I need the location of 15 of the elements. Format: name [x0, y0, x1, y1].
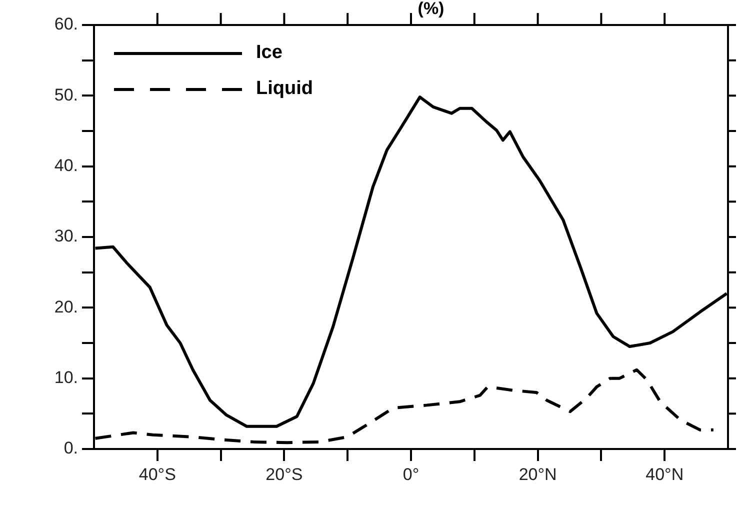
- y-tick-label: 60.: [54, 14, 78, 34]
- x-tick-label: 20°S: [266, 464, 303, 484]
- y-tick-label: 50.: [54, 85, 78, 104]
- y-tick-label: 10.: [54, 368, 78, 388]
- legend-label: Ice: [256, 42, 282, 64]
- chart-title: (%): [418, 0, 444, 18]
- y-tick-label: 30.: [54, 226, 78, 246]
- y-tick-label: 20.: [54, 297, 78, 316]
- x-tick-label: 40°N: [646, 464, 684, 484]
- y-tick-label: 0.: [64, 438, 78, 458]
- legend-label: Liquid: [256, 78, 313, 100]
- x-tick-label: 40°S: [138, 464, 176, 484]
- x-tick-label: 0°: [402, 464, 420, 484]
- y-tick-label: 40.: [54, 156, 78, 176]
- x-tick-label: 20°N: [518, 464, 557, 484]
